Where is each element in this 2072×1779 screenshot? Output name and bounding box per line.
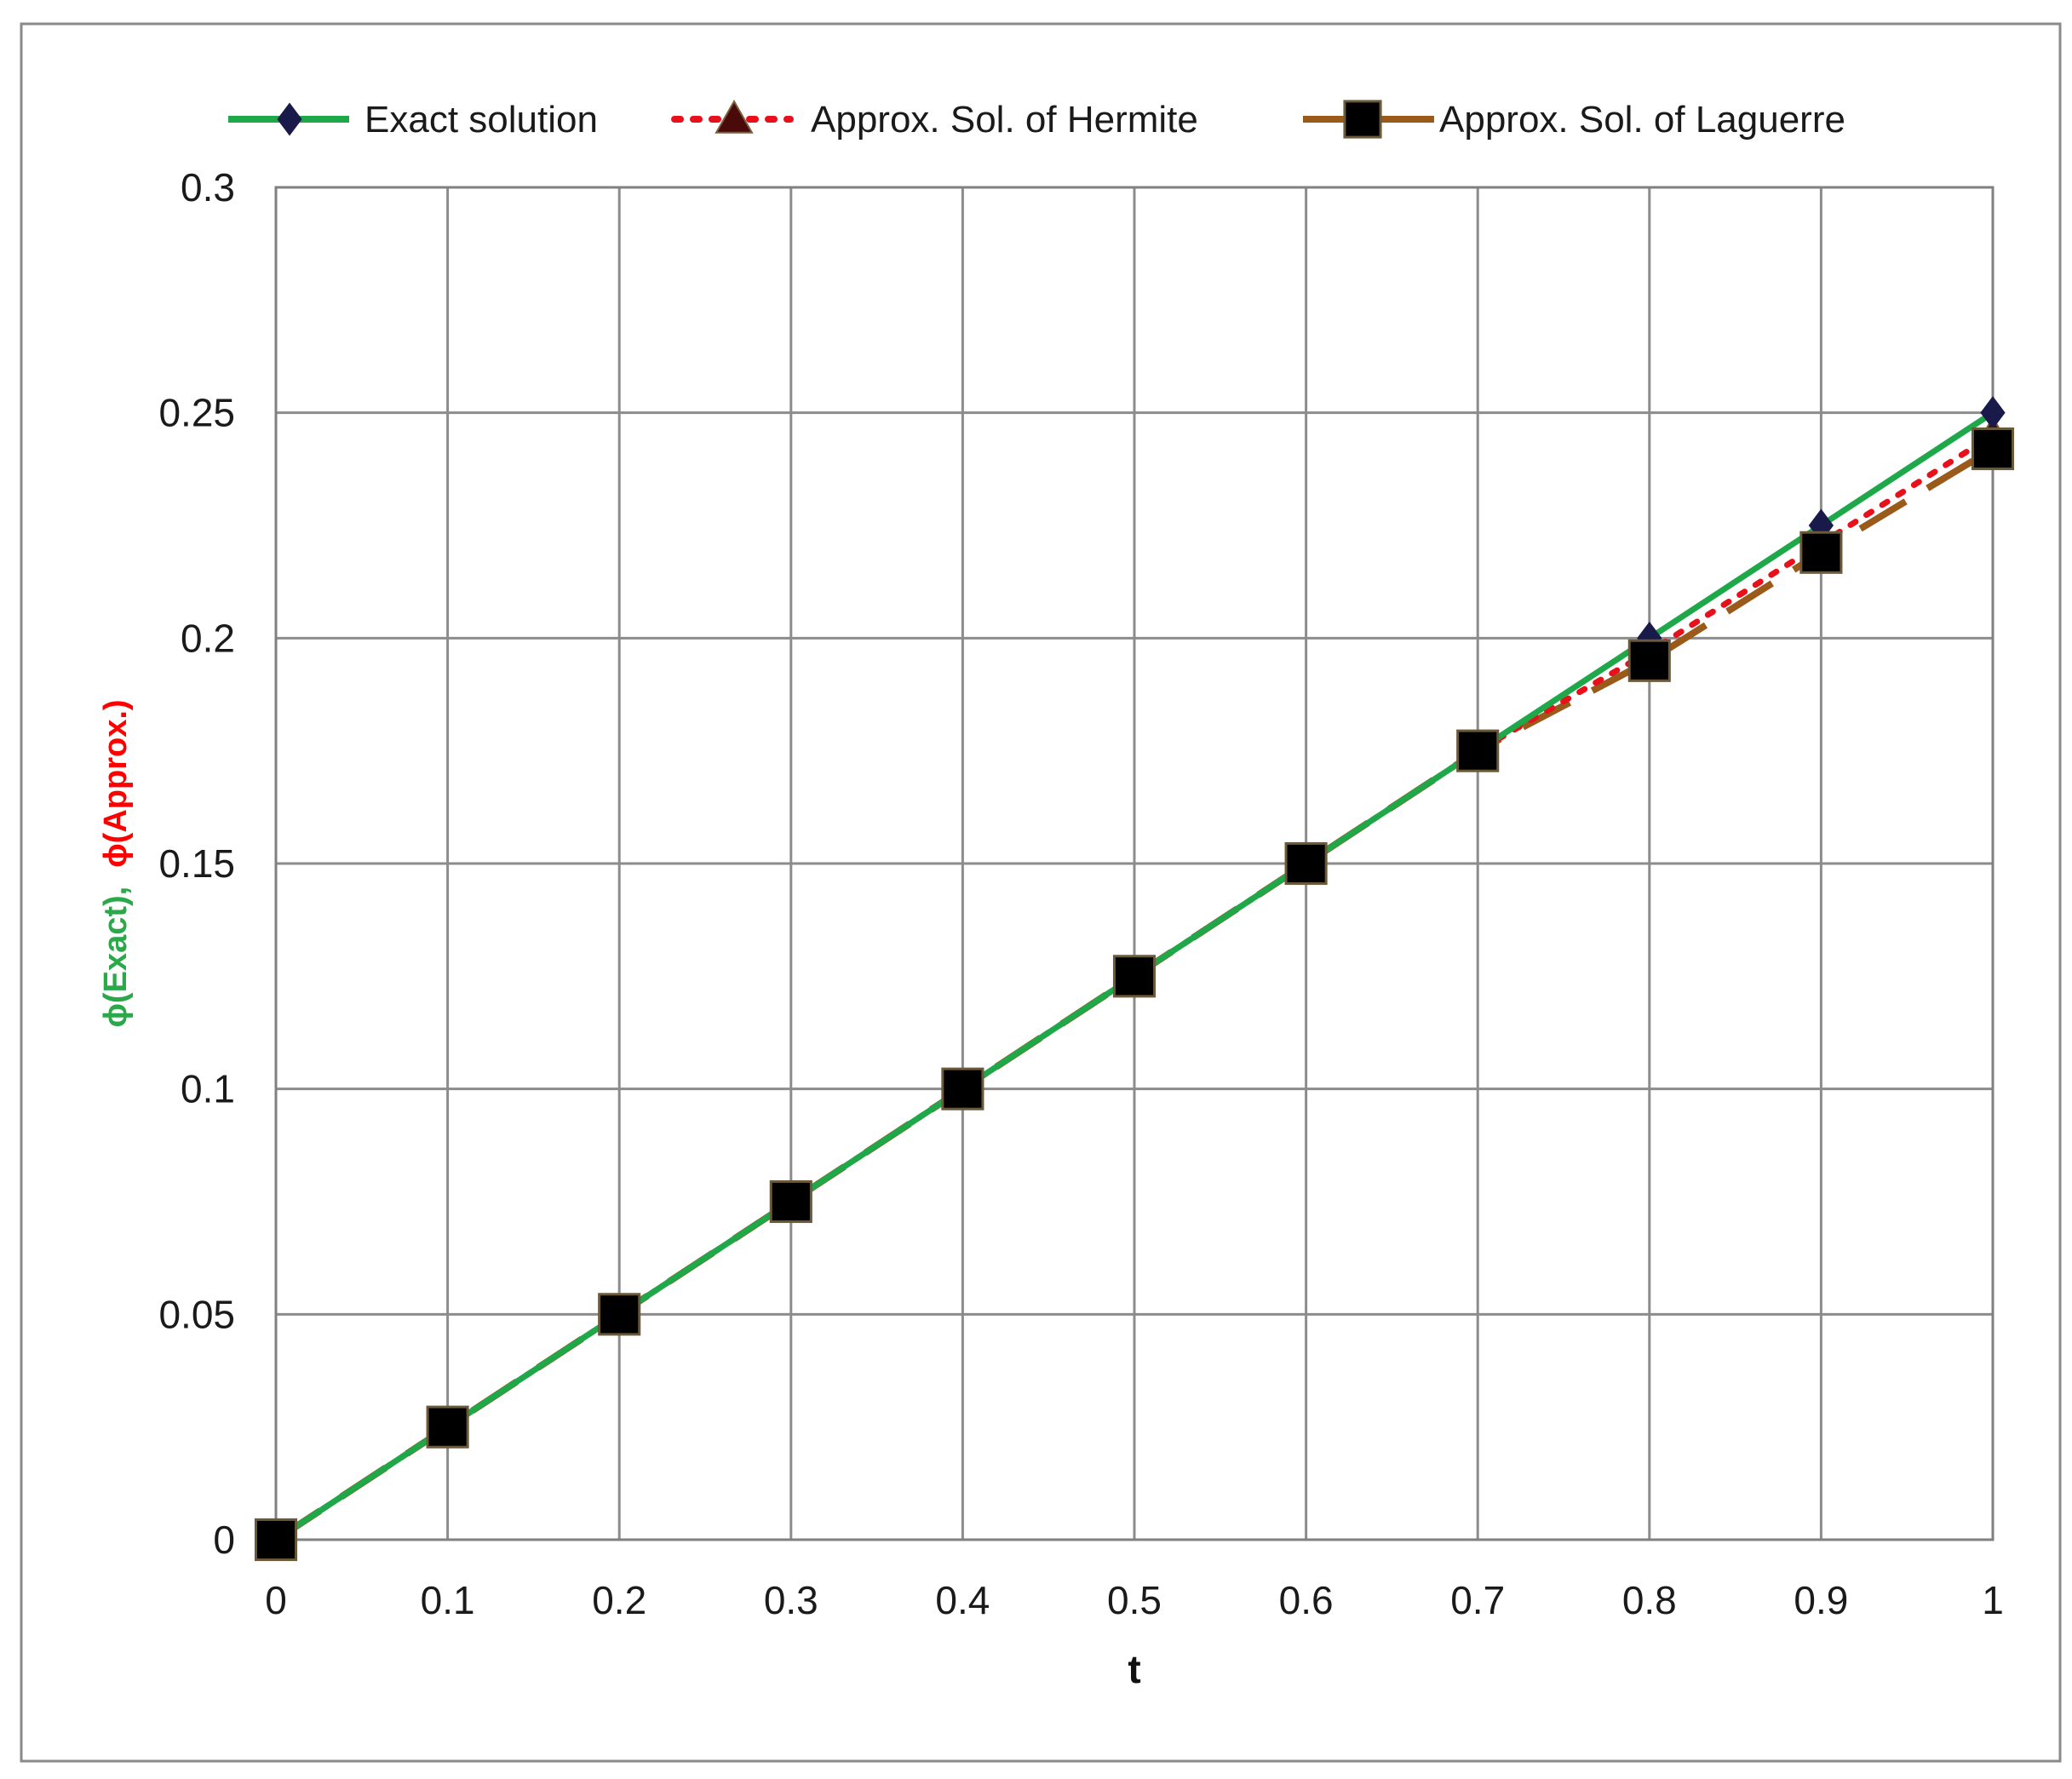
x-tick-labels: 0 0.1 0.2 0.3 0.4 0.5 0.6 0.7 0.8 0.9 1 <box>265 1578 2004 1622</box>
data-point <box>1627 639 1671 682</box>
data-point <box>426 1405 469 1449</box>
y-tick-label: 0 <box>213 1518 235 1562</box>
x-axis-title: t <box>1128 1647 1140 1691</box>
y-axis-title: ϕ(Exact), ϕ(Approx.) <box>98 699 134 1027</box>
series-layer <box>254 396 2015 1562</box>
y-tick-label: 0.05 <box>158 1292 235 1336</box>
data-point <box>1971 427 2015 471</box>
legend-marker <box>277 102 302 136</box>
y-tick-label: 0.25 <box>158 391 235 435</box>
x-tick-label: 0 <box>265 1578 287 1622</box>
y-tick-label: 0.15 <box>158 841 235 886</box>
x-tick-label: 0.3 <box>764 1578 818 1622</box>
x-tick-label: 0.4 <box>935 1578 990 1622</box>
legend-item: Approx. Sol. of Laguerre <box>1303 99 1845 141</box>
x-tick-label: 0.7 <box>1450 1578 1505 1622</box>
data-point <box>1112 955 1157 998</box>
legend: Exact solution Approx. Sol. of Hermite App… <box>228 99 1845 141</box>
legend-label: Approx. Sol. of Hermite <box>811 99 1198 141</box>
y-tick-labels: 0 0.05 0.1 0.15 0.2 0.25 0.3 <box>158 165 235 1562</box>
data-point <box>1456 729 1500 772</box>
y-axis-title-part: ϕ(Exact), <box>98 887 134 1028</box>
y-tick-label: 0.1 <box>181 1067 235 1111</box>
chart-outer-border <box>20 22 2062 1763</box>
legend-item: Approx. Sol. of Hermite <box>671 99 1198 141</box>
y-tick-label: 0.2 <box>181 616 235 660</box>
legend-marker <box>1343 100 1382 139</box>
plot-area-border <box>274 186 1995 1541</box>
x-tick-label: 0.2 <box>592 1578 646 1622</box>
legend-marker <box>715 99 754 134</box>
data-point <box>254 1518 298 1562</box>
x-tick-label: 0.5 <box>1107 1578 1162 1622</box>
y-axis-title-part: ϕ(Approx.) <box>98 699 134 867</box>
x-tick-label: 0.9 <box>1794 1578 1848 1622</box>
data-point <box>1799 531 1843 574</box>
data-point <box>598 1293 641 1336</box>
data-point <box>1980 396 2006 430</box>
legend-item: Exact solution <box>228 99 598 141</box>
data-point <box>941 1067 984 1110</box>
x-tick-label: 0.8 <box>1622 1578 1677 1622</box>
x-tick-label: 0.6 <box>1279 1578 1334 1622</box>
y-tick-label: 0.3 <box>181 165 235 209</box>
x-tick-label: 1 <box>1982 1578 2004 1622</box>
legend-label: Exact solution <box>364 99 598 141</box>
x-tick-label: 0.1 <box>421 1578 475 1622</box>
legend-label: Approx. Sol. of Laguerre <box>1439 99 1845 141</box>
data-point <box>769 1179 812 1224</box>
data-point <box>1284 841 1328 886</box>
